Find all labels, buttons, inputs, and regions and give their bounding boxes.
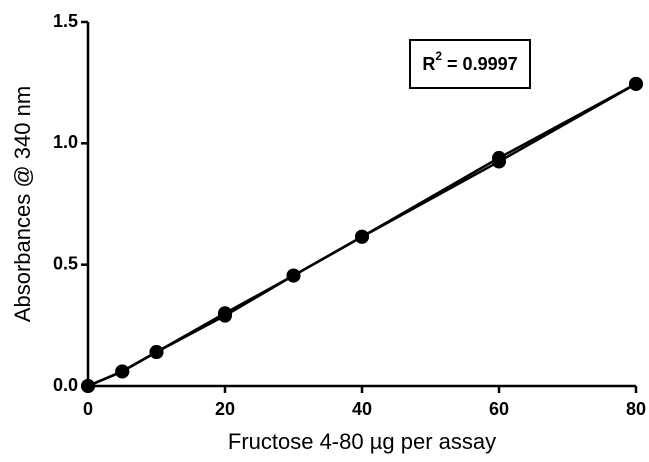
y-tick-label: 1.5	[53, 11, 78, 31]
y-axis-label: Absorbances @ 340 nm	[10, 86, 35, 322]
data-point	[149, 345, 164, 360]
annotation: R2 = 0.9997	[422, 49, 517, 74]
y-tick-label: 0.0	[53, 375, 78, 395]
x-tick-label: 80	[626, 399, 646, 419]
data-point	[218, 308, 232, 323]
x-tick-label: 20	[215, 399, 235, 419]
annotation-text: = 0.9997	[442, 54, 518, 74]
x-tick-label: 40	[352, 399, 372, 419]
y-tick-label: 0.5	[53, 253, 78, 273]
x-tick-label: 0	[83, 399, 93, 419]
annotation-superscript: 2	[435, 49, 442, 63]
data-point	[115, 364, 130, 379]
data-point	[355, 229, 369, 244]
data-point	[286, 268, 301, 283]
y-tick-label: 1.0	[53, 132, 78, 152]
x-tick-label: 60	[489, 399, 509, 419]
annotation-base: R	[422, 54, 435, 74]
data-point	[81, 379, 95, 393]
x-axis-label: Fructose 4-80 µg per assay	[228, 429, 496, 454]
annotation-box	[409, 39, 531, 89]
data-point	[492, 154, 506, 169]
data-point	[629, 76, 643, 91]
